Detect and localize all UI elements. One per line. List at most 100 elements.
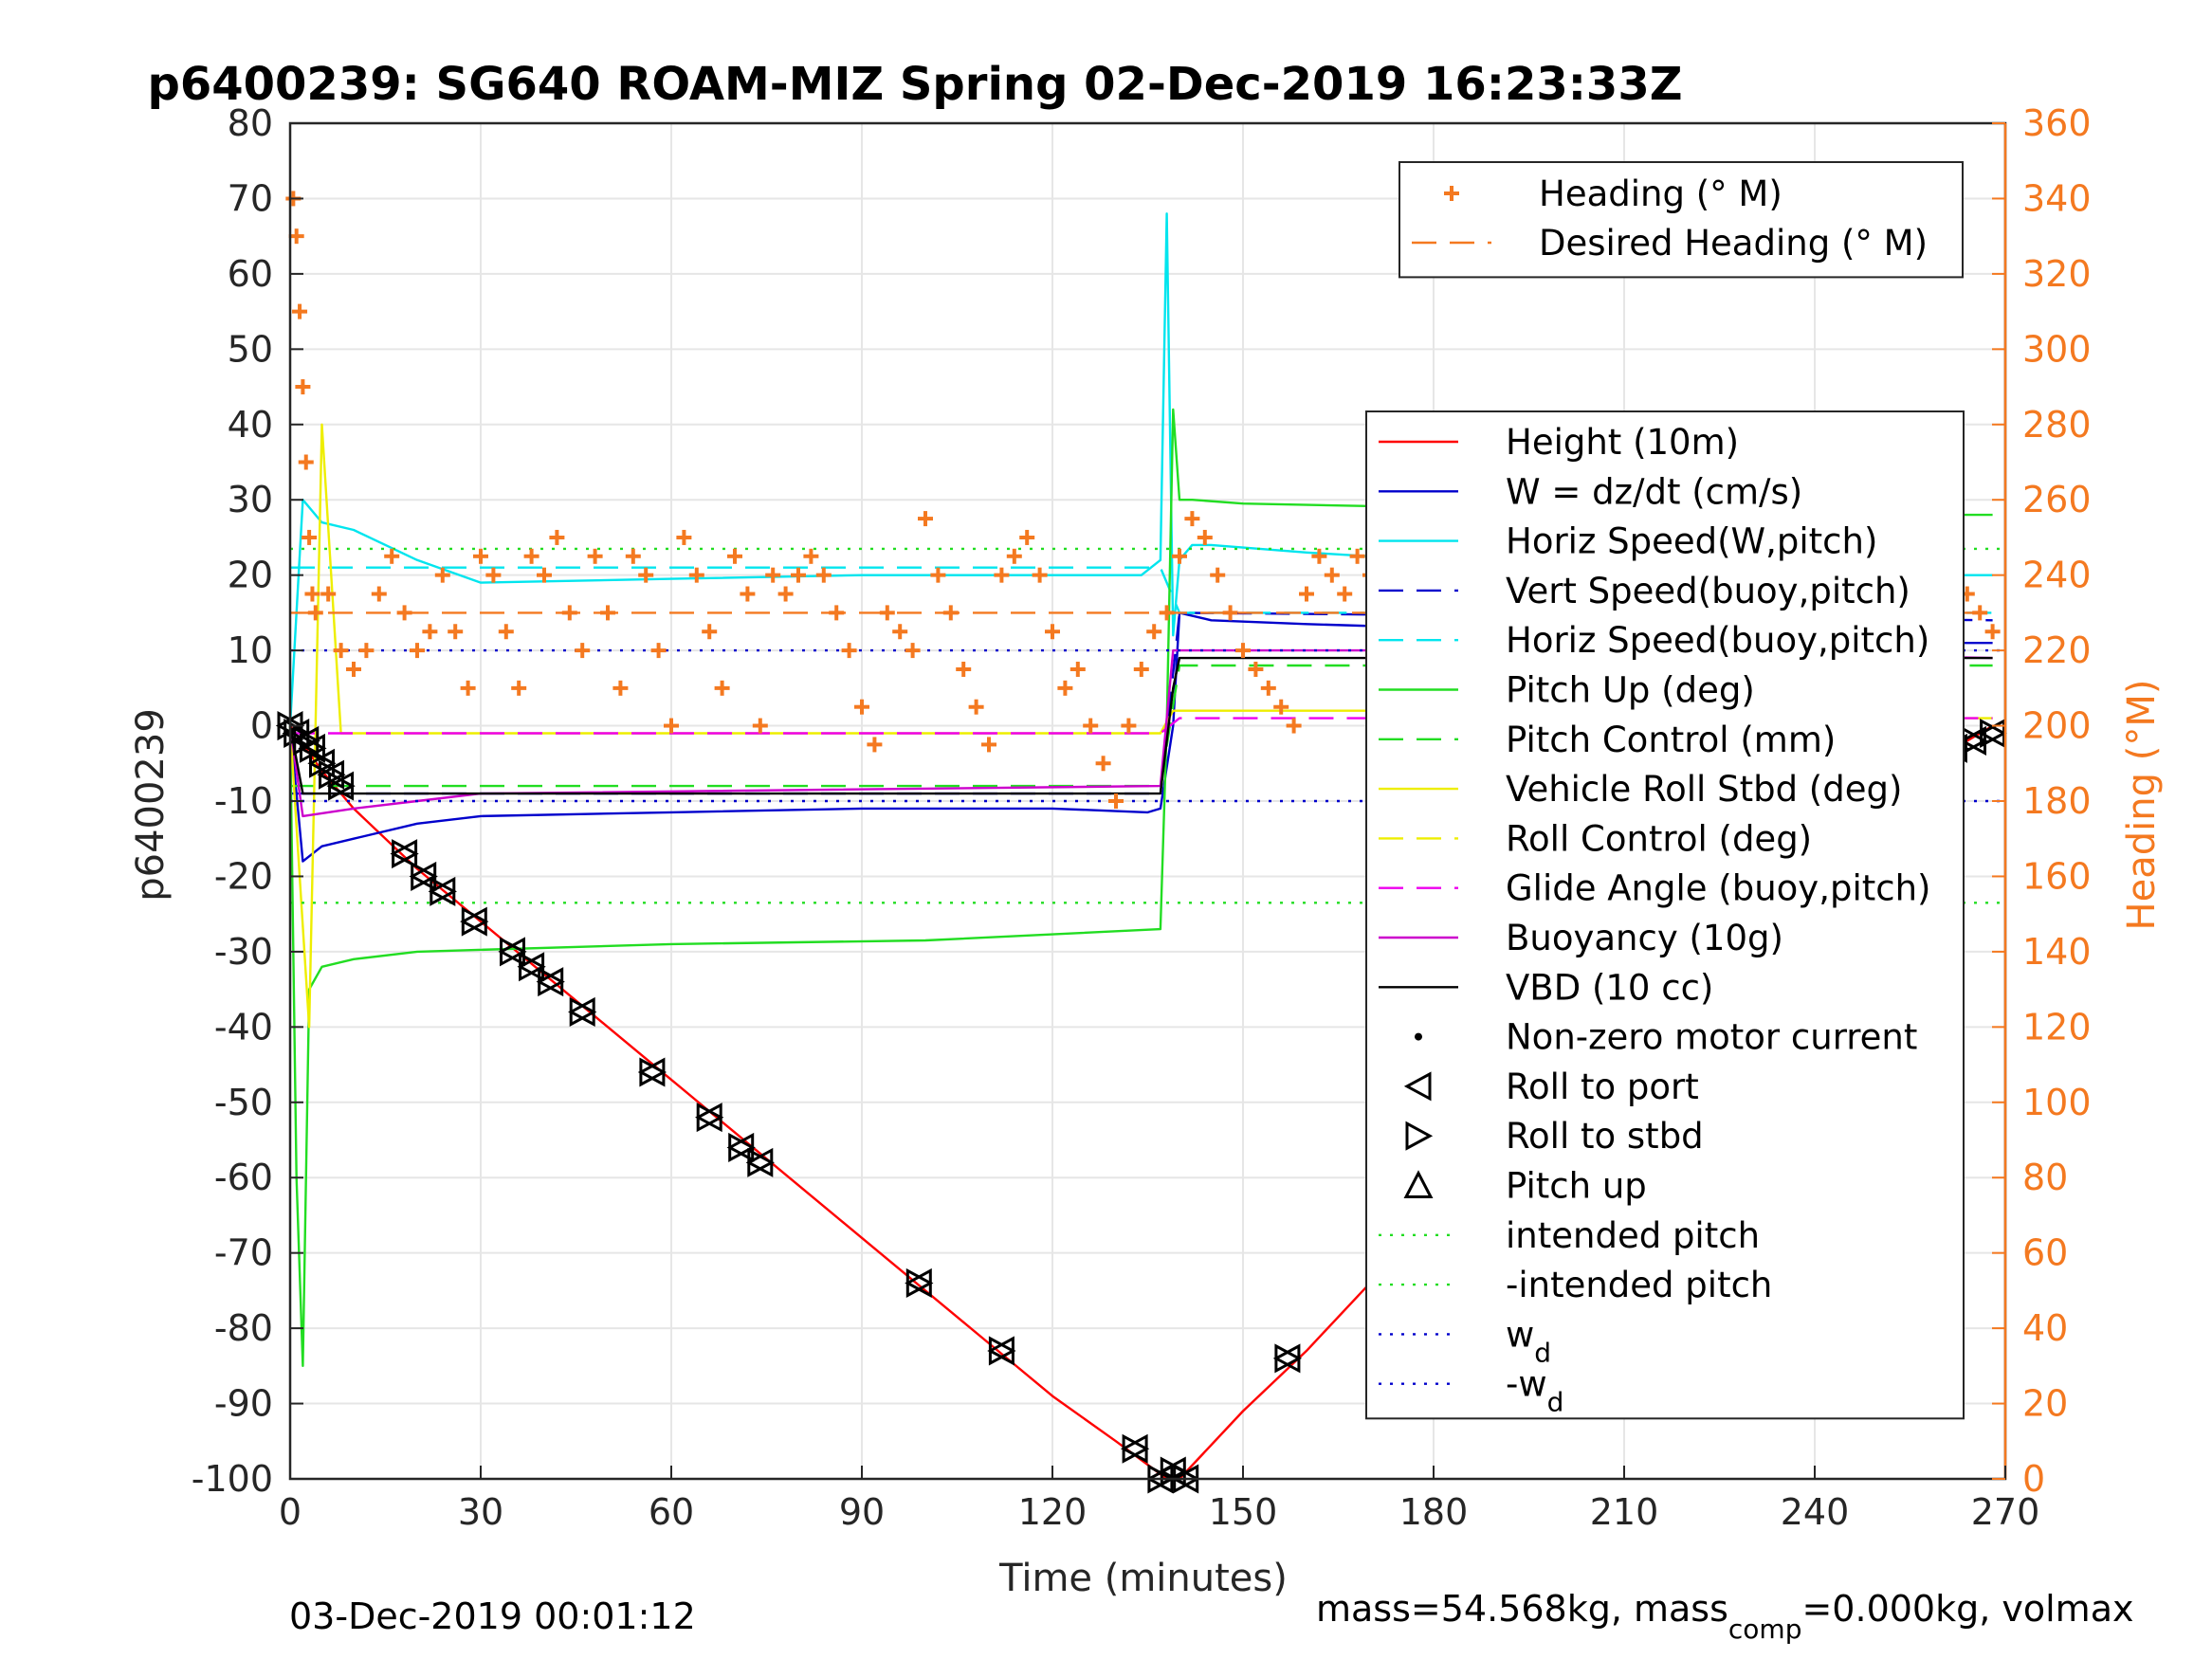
roll-marker (1272, 1343, 1303, 1374)
y-tick-label: -90 (214, 1383, 273, 1425)
heading-point (1248, 661, 1264, 677)
heading-point (1006, 548, 1022, 564)
heading-point (1045, 624, 1060, 640)
x-tick-label: 0 (279, 1491, 302, 1533)
x-tick-label: 210 (1590, 1491, 1659, 1533)
legend-entry: Vert Speed(buoy,pitch) (1379, 571, 1910, 611)
legend-label: Pitch Up (deg) (1506, 670, 1755, 711)
heading-point (1032, 567, 1048, 583)
heading-point (815, 567, 832, 583)
series-line-vbd-10-cc- (288, 656, 1993, 795)
y-tick-label: 30 (228, 479, 273, 520)
heading-point (930, 567, 946, 583)
y-axis-label: p6400239 (129, 708, 173, 902)
heading-point (537, 567, 552, 583)
heading-point (304, 586, 320, 602)
heading-point (892, 624, 908, 640)
heading-point (1349, 548, 1365, 564)
y2-tick-label: 80 (2022, 1157, 2068, 1198)
y2-axis-label: Heading (°M) (2120, 680, 2164, 931)
heading-point (994, 567, 1010, 583)
heading-point (918, 511, 933, 527)
heading-point (600, 605, 615, 621)
heading-point (320, 586, 337, 602)
heading-point (777, 586, 794, 602)
heading-point (298, 454, 314, 470)
roll-marker (409, 861, 438, 891)
x-tick-label: 150 (1209, 1491, 1278, 1533)
legend-label: Roll to stbd (1506, 1116, 1704, 1157)
legend-entry: Desired Heading (° M) (1412, 223, 1928, 264)
heading-point (434, 567, 450, 583)
legend-main: Height (10m) W = dz/dt (cm/s) Horiz Speed(… (1365, 410, 1965, 1420)
heading-point (333, 643, 349, 659)
y2-tick-label: 120 (2022, 1006, 2092, 1048)
heading-point (523, 548, 539, 564)
heading-point (791, 567, 806, 583)
legend-entry: W = dz/dt (cm/s) (1379, 471, 1802, 512)
roll-marker (298, 733, 327, 763)
legend-entry: Height (10m) (1379, 422, 1739, 463)
x-axis-label: Time (minutes) (998, 1557, 1288, 1600)
legend-entry: Roll to stbd (1405, 1116, 1704, 1157)
x-tick-label: 90 (839, 1491, 885, 1533)
heading-point (1324, 567, 1340, 583)
footer-timestamp: 03-Dec-2019 00:01:12 (289, 1595, 696, 1637)
y-tick-label: 80 (228, 102, 273, 144)
heading-point (346, 661, 361, 677)
heading-point (1057, 680, 1073, 696)
heading-point (422, 624, 438, 640)
roll-marker (987, 1336, 1016, 1366)
heading-point (1337, 586, 1353, 602)
roll-marker (745, 1147, 775, 1177)
roll-marker (905, 1267, 934, 1298)
legend-label: -intended pitch (1506, 1265, 1772, 1305)
y2-tick-label: 180 (2022, 780, 2092, 822)
heading-point (358, 643, 375, 659)
legend-entry: Roll Control (deg) (1379, 818, 1812, 859)
chart-title: p6400239: SG640 ROAM-MIZ Spring 02-Dec-2… (147, 58, 1682, 111)
heading-point (587, 548, 603, 564)
heading-point (688, 567, 704, 583)
roll-to-stbd-marker (430, 876, 457, 906)
legend-entry: Vehicle Roll Stbd (deg) (1379, 769, 1902, 810)
roll-marker (726, 1132, 756, 1162)
y-tick-label: -40 (214, 1006, 273, 1048)
roll-to-stbd-marker (392, 839, 419, 869)
legend-label: Vert Speed(buoy,pitch) (1506, 571, 1910, 611)
roll-to-stbd-marker (519, 952, 546, 982)
y-tick-label: 20 (228, 555, 273, 596)
heading-point (1146, 624, 1162, 640)
heading-point (561, 605, 577, 621)
legend-sample (1403, 1071, 1432, 1102)
roll-to-stbd-marker (500, 937, 527, 967)
roll-marker (637, 1057, 667, 1087)
heading-point (956, 661, 972, 677)
heading-point (638, 567, 654, 583)
heading-point (1108, 793, 1124, 809)
roll-to-stbd-marker (696, 1103, 724, 1133)
x-tick-label: 270 (1971, 1491, 2040, 1533)
legend-entry: Heading (° M) (1444, 173, 1782, 214)
roll-to-stbd-marker (569, 996, 597, 1027)
heading-point (664, 718, 679, 734)
y2-tick-label: 360 (2022, 102, 2092, 144)
legend-label: Height (10m) (1506, 422, 1739, 463)
x-tick-label: 60 (649, 1491, 694, 1533)
legend-label: Desired Heading (° M) (1539, 223, 1928, 264)
heading-point (905, 643, 921, 659)
heading-point (1260, 680, 1276, 696)
y2-tick-label: 20 (2022, 1383, 2068, 1425)
roll-to-stbd-marker (538, 967, 565, 997)
y-tick-label: 40 (228, 404, 273, 446)
heading-point (1972, 605, 1988, 621)
heading-point (1121, 718, 1137, 734)
roll-marker (428, 876, 457, 906)
legend-label: Pitch up (1506, 1166, 1647, 1207)
roll-marker (460, 906, 489, 937)
heading-point (1235, 643, 1251, 659)
heading-point (829, 605, 845, 621)
y2-tick-label: 260 (2022, 479, 2092, 520)
heading-point (612, 680, 629, 696)
heading-point (714, 680, 730, 696)
